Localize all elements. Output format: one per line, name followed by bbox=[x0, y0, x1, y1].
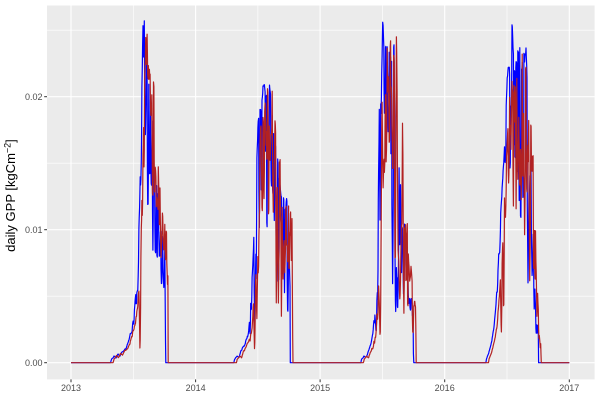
svg-text:2017: 2017 bbox=[559, 383, 579, 393]
svg-text:2015: 2015 bbox=[310, 383, 330, 393]
svg-text:0.02: 0.02 bbox=[25, 92, 43, 102]
svg-text:2013: 2013 bbox=[61, 383, 81, 393]
svg-text:0.01: 0.01 bbox=[25, 225, 43, 235]
svg-text:daily GPP [kgCm−2]: daily GPP [kgCm−2] bbox=[3, 139, 19, 252]
svg-text:0.00: 0.00 bbox=[25, 358, 43, 368]
svg-text:2014: 2014 bbox=[186, 383, 206, 393]
svg-text:2016: 2016 bbox=[435, 383, 455, 393]
